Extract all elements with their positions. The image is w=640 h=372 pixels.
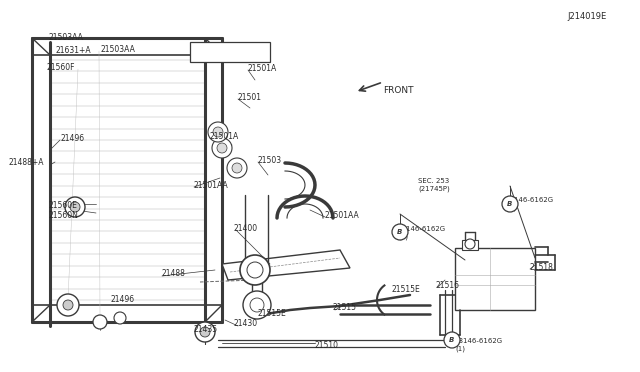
Text: 21516: 21516: [436, 280, 460, 289]
Circle shape: [114, 312, 126, 324]
Circle shape: [392, 224, 408, 240]
Circle shape: [250, 298, 264, 312]
Text: B: B: [508, 201, 513, 207]
Text: 21515E: 21515E: [392, 285, 420, 295]
Text: 08146-6162G
(1): 08146-6162G (1): [506, 197, 554, 211]
Circle shape: [213, 127, 223, 137]
Text: 21501AA: 21501AA: [194, 180, 228, 189]
Text: 21631+A: 21631+A: [55, 45, 91, 55]
Text: 21503AA: 21503AA: [100, 45, 135, 54]
Circle shape: [65, 197, 85, 217]
Text: B: B: [449, 337, 454, 343]
Circle shape: [240, 255, 270, 285]
Circle shape: [70, 202, 80, 212]
Text: 21435: 21435: [194, 326, 218, 334]
Text: 21501A: 21501A: [248, 64, 277, 73]
Circle shape: [63, 300, 73, 310]
Text: 08146-6162G
(1): 08146-6162G (1): [455, 338, 503, 352]
Circle shape: [444, 332, 460, 348]
Text: 21501A: 21501A: [210, 131, 239, 141]
Text: 21560N: 21560N: [48, 211, 78, 219]
Circle shape: [243, 291, 271, 319]
Polygon shape: [455, 248, 535, 310]
Circle shape: [217, 143, 227, 153]
Polygon shape: [190, 42, 270, 62]
Text: 21488+A: 21488+A: [8, 157, 44, 167]
Text: 21515E: 21515E: [258, 308, 287, 317]
Text: 21503: 21503: [258, 155, 282, 164]
Circle shape: [227, 158, 247, 178]
Polygon shape: [222, 250, 350, 280]
Text: SEC. 253
(21745P): SEC. 253 (21745P): [418, 178, 450, 192]
Text: 21560E: 21560E: [48, 201, 77, 209]
Text: J214019E: J214019E: [567, 12, 606, 20]
Circle shape: [247, 262, 263, 278]
Text: 21501AA: 21501AA: [325, 211, 360, 219]
Text: 21503AA: 21503AA: [48, 32, 83, 42]
Text: 21510: 21510: [315, 340, 339, 350]
Circle shape: [57, 294, 79, 316]
Circle shape: [208, 122, 228, 142]
Text: 21518: 21518: [530, 263, 554, 272]
Text: 21560F: 21560F: [46, 62, 74, 71]
Text: 08146-6162G
(1): 08146-6162G (1): [398, 226, 446, 240]
Text: FRONT: FRONT: [383, 86, 413, 94]
Circle shape: [502, 196, 518, 212]
Text: 21496: 21496: [60, 134, 84, 142]
Circle shape: [200, 327, 210, 337]
Text: B: B: [397, 229, 403, 235]
Circle shape: [195, 322, 215, 342]
Text: 21496: 21496: [110, 295, 134, 305]
Circle shape: [232, 163, 242, 173]
Circle shape: [93, 315, 107, 329]
Circle shape: [212, 138, 232, 158]
Text: 21501: 21501: [238, 93, 262, 102]
Text: 21515: 21515: [333, 304, 357, 312]
Circle shape: [465, 239, 475, 249]
Text: 21400: 21400: [234, 224, 258, 232]
Text: 21430: 21430: [234, 320, 258, 328]
Text: 21488: 21488: [162, 269, 186, 279]
Polygon shape: [462, 240, 478, 250]
